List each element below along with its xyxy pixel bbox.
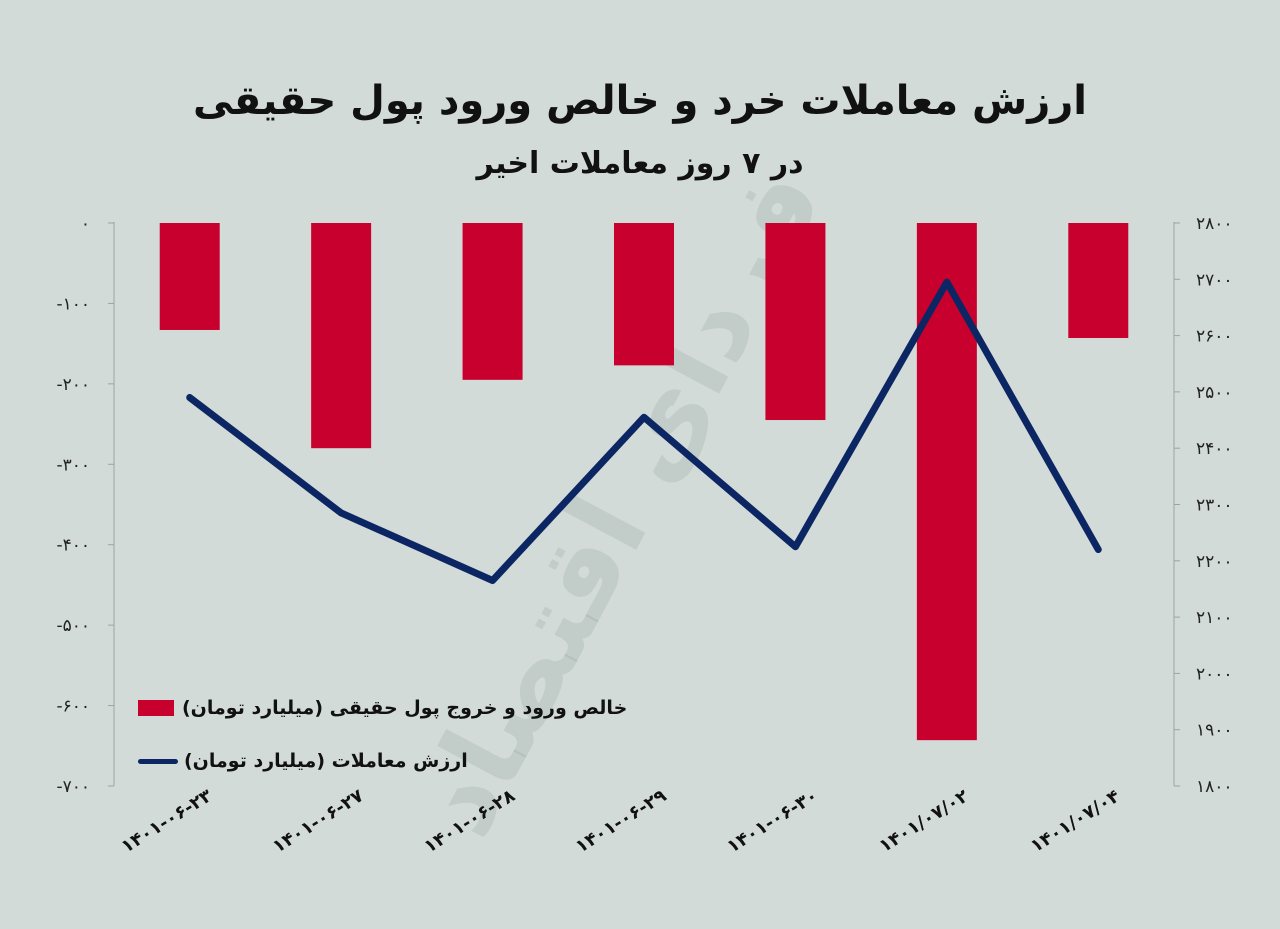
left-axis: ۰ -۱۰۰ -۲۰۰ -۳۰۰ -۴۰۰ -۵۰۰ -۶۰۰ -۷۰۰ <box>56 214 114 797</box>
right-axis: ۲۸۰۰ ۲۷۰۰ ۲۶۰۰ ۲۵۰۰ ۲۴۰۰ ۲۳۰۰ ۲۲۰۰ ۲۱۰۰ ۲۰۰۰ ۱۹۰۰… <box>1174 214 1233 797</box>
x-tick-label: ۱۴۰۱-۰۶-۲۳ <box>118 785 216 857</box>
chart-title: ارزش معاملات خرد و خالص ورود پول حقیقی <box>193 78 1087 124</box>
legend-item-bar: خالص ورود و خروج پول حقیقی (میلیارد توما… <box>138 693 627 723</box>
left-tick-label: -۲۰۰ <box>56 375 90 395</box>
right-tick-label: ۲۱۰۰ <box>1196 608 1233 628</box>
left-tick-label: -۱۰۰ <box>56 294 90 314</box>
right-tick-label: ۲۲۰۰ <box>1196 552 1233 572</box>
right-tick-label: ۲۷۰۰ <box>1196 270 1233 290</box>
line-series <box>186 278 1102 585</box>
left-tick-label: ۰ <box>81 214 90 234</box>
right-tick-label: ۲۸۰۰ <box>1196 214 1233 234</box>
legend-item-line: ارزش معاملات (میلیارد تومان) <box>138 746 468 776</box>
right-tick-label: ۲۶۰۰ <box>1196 327 1233 347</box>
left-tick-label: -۷۰۰ <box>56 777 90 797</box>
bar <box>462 223 523 380</box>
legend-bar-label: خالص ورود و خروج پول حقیقی (میلیارد توما… <box>182 697 628 719</box>
right-tick-label: ۲۳۰۰ <box>1196 496 1233 516</box>
right-tick-label: ۲۴۰۰ <box>1196 439 1233 459</box>
x-tick-label: ۱۴۰۱-۰۶-۲۸ <box>420 785 518 857</box>
right-tick-label: ۲۰۰۰ <box>1196 664 1233 684</box>
x-tick-label: ۱۴۰۱/۰۷/۰۴ <box>1027 786 1124 857</box>
x-tick-label: ۱۴۰۱-۰۶-۲۹ <box>572 785 670 857</box>
chart-subtitle: در ۷ روز معاملات اخیر <box>476 146 804 181</box>
bar <box>765 223 826 421</box>
bar <box>614 223 674 366</box>
bar <box>159 223 220 330</box>
right-tick-label: ۱۹۰۰ <box>1196 721 1233 741</box>
legend-line-swatch <box>138 758 178 764</box>
bar-series <box>159 223 1129 741</box>
right-tick-label: ۱۸۰۰ <box>1196 777 1233 797</box>
left-tick-label: -۳۰۰ <box>56 455 90 475</box>
x-tick-label: ۱۴۰۱-۰۶-۲۷ <box>269 785 367 857</box>
bar <box>916 223 977 741</box>
bar <box>311 223 372 449</box>
legend-bar-swatch <box>138 700 174 716</box>
right-tick-label: ۲۵۰۰ <box>1196 383 1233 403</box>
left-tick-label: -۵۰۰ <box>56 616 90 636</box>
left-tick-label: -۴۰۰ <box>56 536 90 556</box>
left-tick-label: -۶۰۰ <box>56 697 90 717</box>
x-tick-label: ۱۴۰۱/۰۷/۰۲ <box>876 786 973 857</box>
legend-line-label: ارزش معاملات (میلیارد تومان) <box>184 750 468 772</box>
bar <box>1068 223 1129 339</box>
x-axis: ۱۴۰۱-۰۶-۲۳ ۱۴۰۱-۰۶-۲۷ ۱۴۰۱-۰۶-۲۸ ۱۴۰۱-۰۶-۲۹… <box>118 785 1124 857</box>
x-tick-label: ۱۴۰۱-۰۶-۳۰ <box>723 785 821 857</box>
